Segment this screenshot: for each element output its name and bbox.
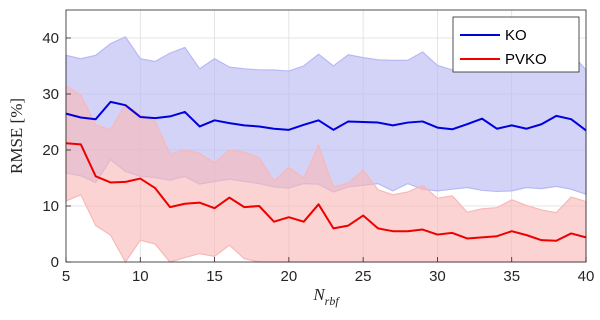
x-tick-label: 40 bbox=[578, 268, 595, 285]
plot-frame bbox=[65, 9, 587, 263]
legend-label-ko: KO bbox=[505, 27, 527, 44]
y-tick-label: 10 bbox=[42, 198, 59, 215]
x-tick-label: 25 bbox=[355, 268, 372, 285]
y-tick-label: 20 bbox=[42, 142, 59, 159]
x-tick-label: 5 bbox=[62, 268, 70, 285]
x-tick-label: 10 bbox=[132, 268, 149, 285]
x-tick-label: 35 bbox=[503, 268, 520, 285]
x-tick-label: 30 bbox=[429, 268, 446, 285]
line-pvko bbox=[65, 142, 587, 242]
legend-box bbox=[452, 16, 580, 73]
line-ko bbox=[65, 100, 587, 132]
y-tick-label: 40 bbox=[42, 30, 59, 47]
x-tick-label: 20 bbox=[281, 268, 298, 285]
y-tick-label: 30 bbox=[42, 86, 59, 103]
x-axis-label: Nrbf bbox=[312, 285, 340, 308]
y-tick-label: 0 bbox=[51, 254, 59, 271]
legend: KO PVKO bbox=[452, 16, 580, 73]
axis-ticks: 5 10 15 20 25 30 35 40 0 10 20 30 40 bbox=[42, 30, 594, 285]
y-axis-label: RMSE [%] bbox=[7, 98, 26, 174]
mean-lines bbox=[65, 100, 587, 242]
legend-label-pvko: PVKO bbox=[505, 51, 547, 68]
x-tick-label: 15 bbox=[206, 268, 223, 285]
